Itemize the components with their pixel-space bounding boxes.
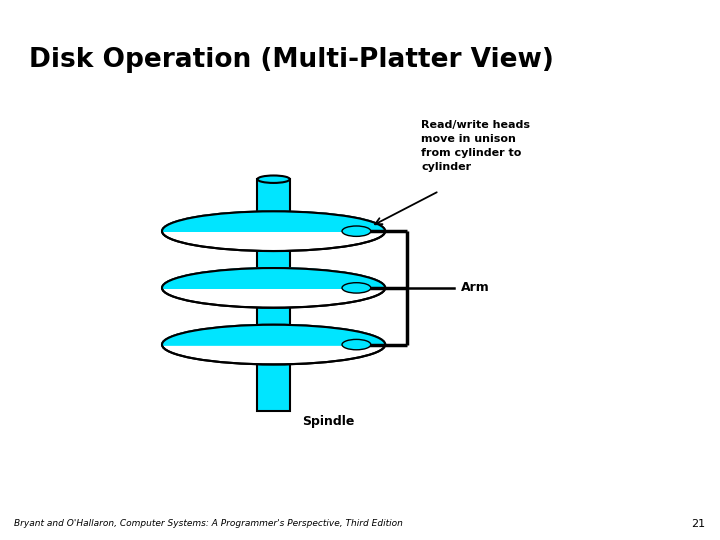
Polygon shape [162, 268, 385, 288]
Ellipse shape [342, 226, 371, 237]
Ellipse shape [258, 176, 289, 183]
Text: Carnegie Mellon: Carnegie Mellon [589, 11, 706, 24]
Ellipse shape [342, 282, 371, 293]
Text: Disk Operation (Multi-Platter View): Disk Operation (Multi-Platter View) [29, 47, 554, 73]
Ellipse shape [162, 268, 385, 308]
Text: Read/write heads
move in unison
from cylinder to
cylinder: Read/write heads move in unison from cyl… [421, 120, 530, 172]
Text: Bryant and O'Hallaron, Computer Systems: A Programmer's Perspective, Third Editi: Bryant and O'Hallaron, Computer Systems:… [14, 519, 403, 528]
Bar [258, 179, 289, 411]
Text: Spindle: Spindle [302, 415, 355, 428]
Polygon shape [162, 211, 385, 231]
Text: Arm: Arm [461, 281, 490, 294]
Polygon shape [162, 325, 385, 345]
Ellipse shape [162, 325, 385, 364]
Ellipse shape [162, 211, 385, 251]
Text: 21: 21 [691, 519, 706, 529]
Ellipse shape [342, 339, 371, 350]
